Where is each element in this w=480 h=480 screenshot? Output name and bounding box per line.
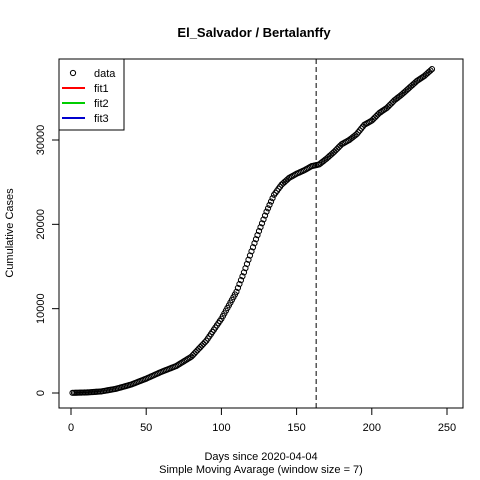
data-point [255,227,263,235]
x-tick-label: 100 [212,422,230,434]
y-tick-label: 30000 [35,125,47,156]
legend-data-marker [69,69,77,77]
data-point [240,269,248,276]
data-point [254,232,261,239]
legend-fit3-label: fit3 [94,113,109,125]
data-point [355,129,362,136]
data-point [239,273,246,280]
data-point [356,127,363,134]
y-tick-label: 20000 [35,209,47,240]
chart-title: El_Salvador / Bertalanffy [177,25,331,40]
legend-data-label: data [94,68,116,80]
y-axis: 0 10000 20000 30000 [35,125,60,396]
data-point [251,240,258,247]
legend-box [58,58,125,131]
data-point [234,284,242,292]
data-point [358,125,365,132]
data-point [257,224,264,231]
data-point [269,195,276,202]
data-point [236,280,243,288]
data-point [427,67,434,74]
data-point [201,339,208,346]
data-point [242,265,249,272]
chart-subtitle: Simple Moving Avarage (window size = 7) [159,464,363,476]
x-tick-label: 0 [68,422,74,434]
legend: data fit1 fit2 fit3 [58,58,125,131]
data-point [266,201,273,209]
data-point [267,198,275,205]
data-point [248,248,255,255]
data-point [258,220,266,227]
x-tick-label: 150 [287,422,305,434]
data-point [246,252,254,259]
data-point [245,256,252,263]
data-point [249,244,257,251]
data-points [69,66,436,396]
x-tick-label: 250 [438,422,456,434]
data-point [252,236,260,243]
y-tick-label: 0 [35,390,47,396]
data-point [353,130,360,138]
data-point [237,277,245,284]
y-axis-label: Cumulative Cases [4,188,16,278]
x-tick-label: 50 [140,422,152,434]
data-point [261,212,269,219]
data-point [233,288,240,295]
x-axis: 0 50 100 150 200 250 [68,407,456,434]
x-axis-label: Days since 2020-04-04 [204,451,317,463]
data-point [428,66,436,73]
legend-fit1-label: fit1 [94,83,109,95]
x-tick-label: 200 [363,422,381,434]
data-point [264,205,272,212]
data-point [260,216,267,223]
data-point [263,208,270,215]
y-tick-label: 10000 [35,293,47,324]
legend-fit2-label: fit2 [94,98,109,110]
data-point [243,260,251,268]
